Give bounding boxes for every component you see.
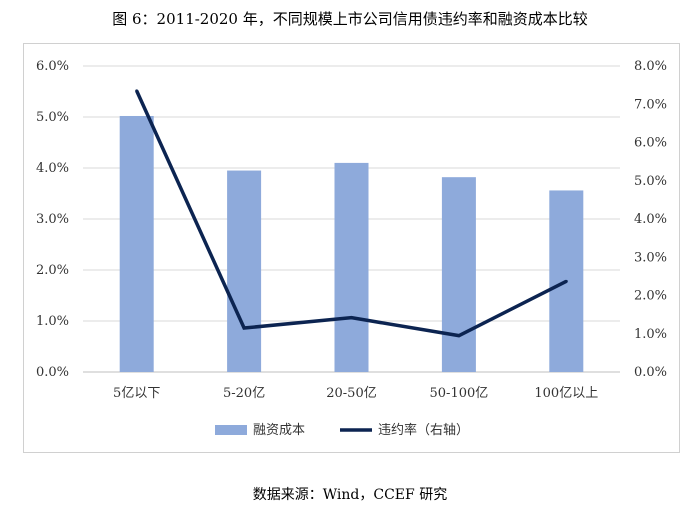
left-axis-tick-label: 4.0%	[36, 161, 69, 176]
left-axis-tick-label: 2.0%	[36, 263, 69, 278]
right-axis-tick-label: 4.0%	[634, 212, 667, 227]
bar	[227, 170, 262, 372]
right-axis-tick-label: 8.0%	[634, 59, 667, 74]
left-axis-tick-label: 6.0%	[36, 59, 69, 74]
right-axis-tick-label: 3.0%	[634, 250, 667, 265]
right-axis-tick-label: 5.0%	[634, 174, 667, 189]
x-axis-tick-label: 100亿以上	[534, 386, 598, 401]
x-axis-tick-label: 20-50亿	[326, 386, 376, 401]
x-axis-tick-label: 5亿以下	[113, 386, 160, 401]
legend-swatch-bar	[215, 425, 247, 435]
legend-label-bar: 融资成本	[253, 423, 305, 438]
right-axis-tick-label: 2.0%	[634, 289, 667, 304]
bar	[441, 177, 476, 372]
chart-title: 图 6：2011-2020 年，不同规模上市公司信用债违约率和融资成本比较	[112, 10, 588, 28]
left-axis-tick-label: 3.0%	[36, 212, 69, 227]
line-point	[564, 279, 568, 283]
left-axis-tick-label: 5.0%	[36, 110, 69, 125]
right-axis-tick-label: 1.0%	[634, 327, 667, 342]
line-point	[457, 334, 461, 338]
left-axis-tick-label: 1.0%	[36, 314, 69, 329]
bar	[119, 115, 154, 372]
right-axis-tick-label: 6.0%	[634, 136, 667, 151]
x-axis-tick-label: 50-100亿	[430, 386, 489, 401]
chart-frame	[23, 43, 680, 453]
line-point	[135, 89, 139, 93]
line-point	[350, 316, 353, 320]
chart-source: 数据来源：Wind，CCEF 研究	[252, 487, 448, 503]
line-point	[242, 326, 246, 330]
bar	[334, 162, 369, 372]
legend-label-line: 违约率（右轴）	[378, 422, 469, 438]
right-axis-tick-label: 7.0%	[634, 97, 667, 112]
right-axis-tick-label: 0.0%	[634, 365, 667, 380]
left-axis-tick-label: 0.0%	[36, 365, 69, 380]
x-axis-tick-label: 5-20亿	[223, 386, 265, 401]
